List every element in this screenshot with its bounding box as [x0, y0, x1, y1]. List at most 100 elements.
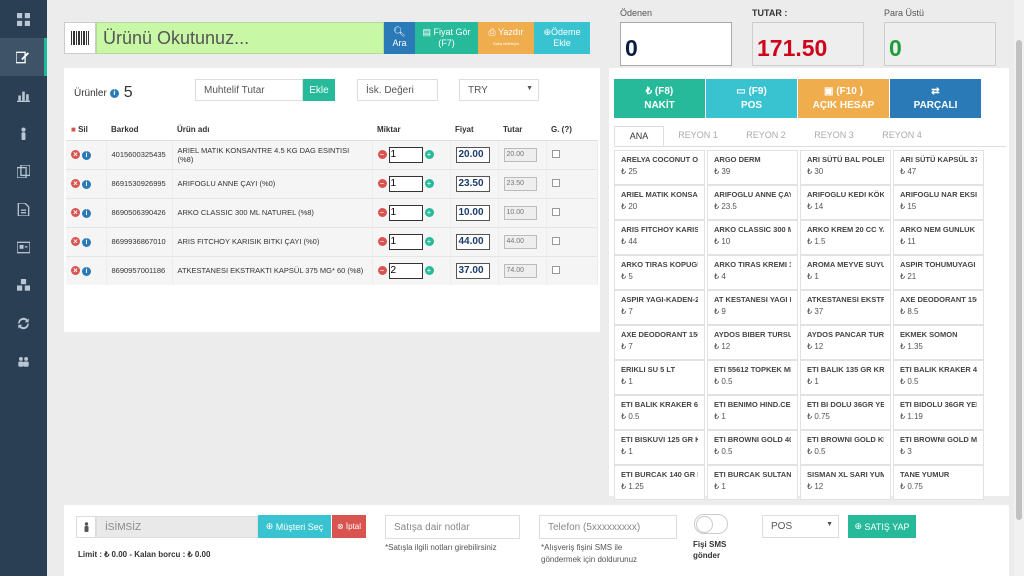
price-input[interactable]: 20.00	[455, 146, 490, 163]
person-icon[interactable]	[0, 114, 47, 152]
quick-product-tile[interactable]: AXE DEODORANT 150 ₺ 7	[614, 325, 705, 360]
add-misc-button[interactable]: Ekle	[303, 79, 335, 101]
plus-icon[interactable]: +	[424, 150, 434, 159]
quick-product-tile[interactable]: ETI BISKUVI 125 GR K ₺ 1	[614, 430, 705, 465]
id-card-icon[interactable]	[0, 228, 47, 266]
quick-product-tile[interactable]: SISMAN XL SARI YUM ₺ 12	[800, 465, 891, 500]
quick-product-tile[interactable]: ARIS FITCHOY KARISI ₺ 44	[614, 220, 705, 255]
plus-icon[interactable]: +	[424, 266, 434, 276]
price-input[interactable]: 23.50	[455, 175, 490, 192]
quick-product-tile[interactable]: ARKO KREM 20 CC YA ₺ 1.5	[800, 220, 891, 255]
quick-product-tile[interactable]: AYDOS BIBER TURSUS ₺ 12	[707, 325, 798, 360]
cubes-icon[interactable]	[0, 266, 47, 304]
page-scrollbar[interactable]	[1014, 0, 1024, 576]
info-icon[interactable]: i	[82, 179, 91, 189]
info-icon[interactable]: i	[109, 88, 119, 98]
quantity-input[interactable]: 1	[388, 175, 423, 192]
pay-pos-button[interactable]: ▭ (F9) POS	[706, 79, 797, 118]
quick-product-tile[interactable]: ETI BROWNI GOLD M ₺ 3	[893, 430, 984, 465]
bar-chart-icon[interactable]	[0, 76, 47, 114]
pos-select[interactable]: POS ▼	[762, 515, 839, 538]
select-customer-button[interactable]: ⊕ Müşteri Seç	[258, 515, 331, 538]
quick-product-tile[interactable]: ARKO NEM GUNLUK ₺ 11	[893, 220, 984, 255]
pay-aikhesap-button[interactable]: ▣ (F10 ) AÇIK HESAP	[798, 79, 889, 118]
edit-icon[interactable]	[0, 38, 47, 76]
quick-product-tile[interactable]: ETI BROWNI GOLD KE ₺ 0.5	[800, 430, 891, 465]
quick-product-tile[interactable]: ETI BURCAK SULTANI ₺ 1	[707, 465, 798, 500]
copy-icon[interactable]	[0, 152, 47, 190]
tab-reyon-3[interactable]: REYON 3	[814, 130, 854, 140]
quick-product-tile[interactable]: ETI BROWNI GOLD 40 ₺ 0.5	[707, 430, 798, 465]
info-icon[interactable]: i	[82, 150, 91, 160]
quick-product-tile[interactable]: ERIKLI SU 5 LT ₺ 1	[614, 360, 705, 395]
quick-product-tile[interactable]: ARKO TIRAS KREMI 10 ₺ 4	[707, 255, 798, 290]
tab-reyon-1[interactable]: REYON 1	[678, 130, 718, 140]
print-button[interactable]: ⎙ Yazdır Satış belirleyin	[478, 22, 534, 54]
plus-icon[interactable]: +	[424, 179, 434, 188]
quick-product-tile[interactable]: ARIFOGLU KEDI KÖKÜ ₺ 14	[800, 185, 891, 220]
delete-icon[interactable]: ×	[71, 149, 80, 159]
delete-icon[interactable]: ×	[71, 178, 80, 188]
row-checkbox[interactable]	[551, 265, 560, 274]
quantity-input[interactable]: 1	[388, 204, 423, 221]
add-payment-button[interactable]: ⊕Ödeme Ekle	[534, 22, 590, 54]
quick-product-tile[interactable]: ETI BI DOLU 36GR YE ₺ 0.75	[800, 395, 891, 430]
quick-product-tile[interactable]: ETI BALIK KRAKER 60 ₺ 0.5	[614, 395, 705, 430]
minus-icon[interactable]: −	[377, 150, 387, 159]
info-icon[interactable]: i	[82, 208, 91, 218]
phone-input[interactable]: Telefon (5xxxxxxxxx)	[539, 515, 677, 539]
quick-product-tile[interactable]: ARIFOGLU ANNE ÇAY ₺ 23.5	[707, 185, 798, 220]
quick-product-tile[interactable]: ETI BIDOLU 36GR YER ₺ 1.19	[893, 395, 984, 430]
quick-product-tile[interactable]: ARKO TIRAS KOPUGU ₺ 5	[614, 255, 705, 290]
quick-product-tile[interactable]: ETI BALIK 135 GR KRA ₺ 1	[800, 360, 891, 395]
quantity-input[interactable]: 2	[388, 262, 423, 279]
discount-input[interactable]: İsk. Değeri	[357, 79, 438, 101]
quick-product-tile[interactable]: ARKO CLASSIC 300 MI ₺ 10	[707, 220, 798, 255]
quick-product-tile[interactable]: AROMA MEYVE SUYU ₺ 1	[800, 255, 891, 290]
minus-icon[interactable]: −	[377, 179, 387, 188]
plus-icon[interactable]: +	[424, 208, 434, 217]
paid-input[interactable]: 0	[620, 22, 732, 66]
customer-name-field[interactable]: İSİMSİZ	[96, 516, 258, 538]
quick-product-tile[interactable]: ATKESTANESI EKSTRA ₺ 37	[800, 290, 891, 325]
quick-product-tile[interactable]: ETI 55612 TOPKEK ME ₺ 0.5	[707, 360, 798, 395]
barcode-scan-input[interactable]: Ürünü Okutunuz...	[96, 22, 384, 54]
quick-product-tile[interactable]: ASPIR YAGI-KADEN-20 ₺ 7	[614, 290, 705, 325]
quick-product-tile[interactable]: AYDOS PANCAR TURS ₺ 12	[800, 325, 891, 360]
quick-product-tile[interactable]: AXE DEODORANT 150 ₺ 8.5	[893, 290, 984, 325]
minus-icon[interactable]: −	[377, 266, 387, 276]
sale-notes-input[interactable]: Satışa dair notlar	[385, 515, 520, 539]
refresh-icon[interactable]	[0, 304, 47, 342]
pay-nakit-button[interactable]: ₺ (F8) NAKİT	[614, 79, 705, 118]
quick-product-tile[interactable]: ETI BURCAK 140 GR K ₺ 1.25	[614, 465, 705, 500]
row-checkbox[interactable]	[551, 236, 560, 245]
minus-icon[interactable]: −	[377, 237, 387, 246]
quick-product-tile[interactable]: TANE YUMUR ₺ 0.75	[893, 465, 984, 500]
misc-amount-input[interactable]: Muhtelif Tutar	[195, 79, 303, 101]
document-icon[interactable]	[0, 190, 47, 228]
delete-icon[interactable]: ×	[71, 236, 80, 246]
price-input[interactable]: 10.00	[455, 204, 490, 221]
quick-product-tile[interactable]: ARI SÜTÜ BAL POLEN ₺ 30	[800, 150, 891, 185]
quick-product-tile[interactable]: ARIEL MATIK KONSAN ₺ 20	[614, 185, 705, 220]
quick-product-tile[interactable]: ARELYA COCONUT OI ₺ 25	[614, 150, 705, 185]
minus-icon[interactable]: −	[377, 208, 387, 217]
quick-product-tile[interactable]: ARI SÜTÜ KAPSÜL 375 ₺ 47	[893, 150, 984, 185]
complete-sale-button[interactable]: ⊕ SATIŞ YAP	[848, 515, 916, 538]
delete-icon[interactable]: ×	[71, 265, 80, 275]
quantity-input[interactable]: 1	[388, 146, 423, 163]
row-checkbox[interactable]	[551, 178, 560, 187]
quick-product-tile[interactable]: ARIFOGLU NAR EKSIS ₺ 15	[893, 185, 984, 220]
users-icon[interactable]	[0, 342, 47, 380]
price-input[interactable]: 37.00	[455, 262, 490, 279]
tab-reyon-4[interactable]: REYON 4	[882, 130, 922, 140]
info-icon[interactable]: i	[82, 266, 91, 276]
quick-product-tile[interactable]: EKMEK SOMON ₺ 1.35	[893, 325, 984, 360]
search-button[interactable]: 🔍︎ Ara	[384, 22, 415, 54]
sms-toggle[interactable]	[694, 514, 728, 534]
cancel-customer-button[interactable]: ⊗ İptal	[332, 515, 366, 538]
quick-product-tile[interactable]: ETI BALIK KRAKER 45 ₺ 0.5	[893, 360, 984, 395]
currency-select[interactable]: TRY ▼	[459, 79, 539, 101]
pay-parali-button[interactable]: ⇄ PARÇALI	[890, 79, 981, 118]
quick-product-tile[interactable]: ETI BENIMO HIND.CE ₺ 1	[707, 395, 798, 430]
